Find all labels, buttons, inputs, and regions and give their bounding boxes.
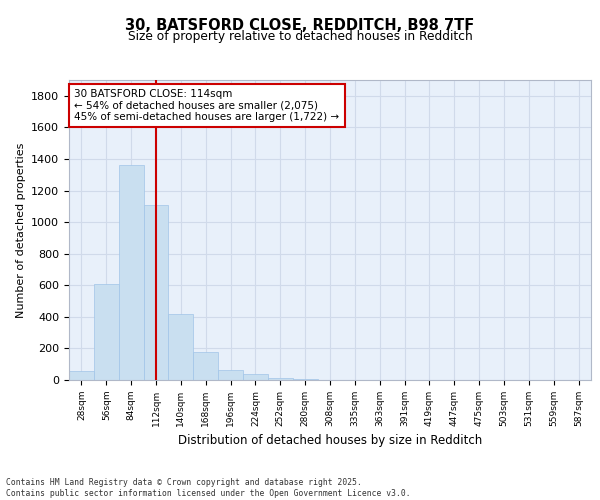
Bar — [268, 378, 293, 380]
Y-axis label: Number of detached properties: Number of detached properties — [16, 142, 26, 318]
Text: Contains HM Land Registry data © Crown copyright and database right 2025.
Contai: Contains HM Land Registry data © Crown c… — [6, 478, 410, 498]
Bar — [169, 314, 193, 380]
Bar — [69, 371, 94, 380]
Bar — [119, 166, 143, 380]
Bar — [243, 374, 268, 380]
Bar — [143, 204, 169, 380]
X-axis label: Distribution of detached houses by size in Redditch: Distribution of detached houses by size … — [178, 434, 482, 448]
Bar — [193, 352, 218, 380]
Bar — [218, 370, 243, 380]
Text: 30 BATSFORD CLOSE: 114sqm
← 54% of detached houses are smaller (2,075)
45% of se: 30 BATSFORD CLOSE: 114sqm ← 54% of detac… — [74, 89, 340, 122]
Bar — [94, 284, 119, 380]
Text: 30, BATSFORD CLOSE, REDDITCH, B98 7TF: 30, BATSFORD CLOSE, REDDITCH, B98 7TF — [125, 18, 475, 32]
Text: Size of property relative to detached houses in Redditch: Size of property relative to detached ho… — [128, 30, 472, 43]
Bar — [293, 379, 317, 380]
